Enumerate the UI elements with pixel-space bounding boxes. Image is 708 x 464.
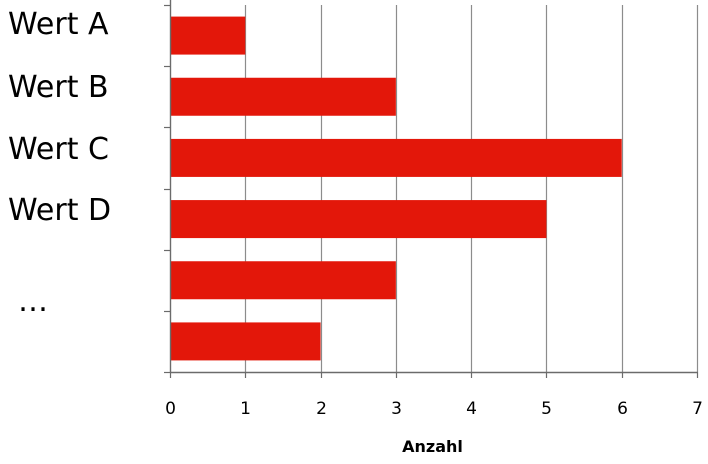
category-label-4: Wert D xyxy=(8,193,111,228)
x-tick-label-3: 3 xyxy=(391,399,402,419)
bar-1 xyxy=(170,16,246,55)
bar-5 xyxy=(170,261,396,300)
x-tick-label-5: 5 xyxy=(541,399,552,419)
category-label-2: Wert B xyxy=(8,70,109,105)
bar-3 xyxy=(170,138,622,177)
bar-4 xyxy=(170,200,547,239)
x-tick-label-7: 7 xyxy=(692,399,703,419)
category-label-3: Wert C xyxy=(8,132,109,167)
x-tick-label-2: 2 xyxy=(316,399,327,419)
gridlines xyxy=(244,5,699,372)
axes xyxy=(164,0,699,378)
category-label-1: Wert A xyxy=(8,7,109,42)
labels: 0 1 2 3 4 5 6 7 Wert A Wert B Wert C Wert D … xyxy=(8,7,703,419)
bars xyxy=(170,16,622,361)
bar-2 xyxy=(170,77,396,116)
category-label-5: … xyxy=(18,284,48,319)
x-tick-label-6: 6 xyxy=(617,399,628,419)
x-tick-label-1: 1 xyxy=(240,399,251,419)
x-tick-label-4: 4 xyxy=(466,399,477,419)
bar-6 xyxy=(170,322,321,361)
x-axis-title: Anzahl xyxy=(402,437,463,456)
x-tick-label-0: 0 xyxy=(165,399,176,419)
